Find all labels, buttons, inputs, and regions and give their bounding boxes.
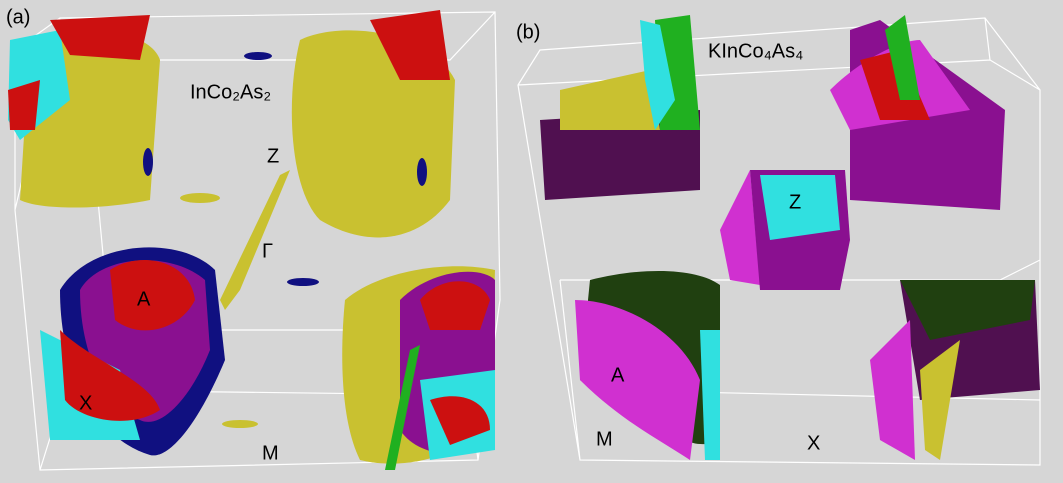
surface xyxy=(560,70,660,130)
surface xyxy=(920,340,960,460)
point-label: A xyxy=(137,288,151,310)
surface xyxy=(143,148,153,176)
surface xyxy=(900,280,1035,340)
point-label: M xyxy=(596,428,613,450)
surface xyxy=(370,10,450,80)
point-label: M xyxy=(262,442,279,464)
surface xyxy=(50,15,150,60)
panel-label: (a) xyxy=(6,6,30,28)
surface xyxy=(110,260,195,331)
surface xyxy=(640,20,675,130)
surface xyxy=(540,110,700,200)
surface xyxy=(60,330,160,421)
surface xyxy=(417,158,427,186)
surface xyxy=(220,170,290,310)
surface xyxy=(385,345,420,470)
surface xyxy=(291,30,455,238)
labels: (a) InCo₂As₂ Z Γ A X M (b) KInCo₄As₄ Z A… xyxy=(6,6,820,464)
point-label: X xyxy=(79,392,92,414)
point-label: Z xyxy=(789,191,801,213)
surface xyxy=(222,420,258,428)
surface xyxy=(860,50,930,120)
point-label: A xyxy=(611,364,625,386)
point-label: Γ xyxy=(262,240,273,262)
surface xyxy=(720,170,760,285)
panel-label: (b) xyxy=(516,21,540,43)
surface xyxy=(760,175,840,240)
surface xyxy=(244,52,272,60)
surface xyxy=(287,278,319,286)
surface xyxy=(700,330,720,460)
surface xyxy=(430,396,490,445)
point-label: X xyxy=(807,432,820,454)
surface xyxy=(870,320,915,460)
surface xyxy=(885,15,920,100)
formula: InCo₂As₂ xyxy=(190,81,271,103)
surface xyxy=(180,193,220,203)
formula: KInCo₄As₄ xyxy=(708,40,803,62)
surface xyxy=(575,300,700,460)
panel-a-surfaces xyxy=(8,10,501,471)
surface xyxy=(8,80,40,130)
panel-b-surfaces xyxy=(517,15,1041,466)
point-label: Z xyxy=(267,145,279,167)
surface xyxy=(420,281,490,330)
